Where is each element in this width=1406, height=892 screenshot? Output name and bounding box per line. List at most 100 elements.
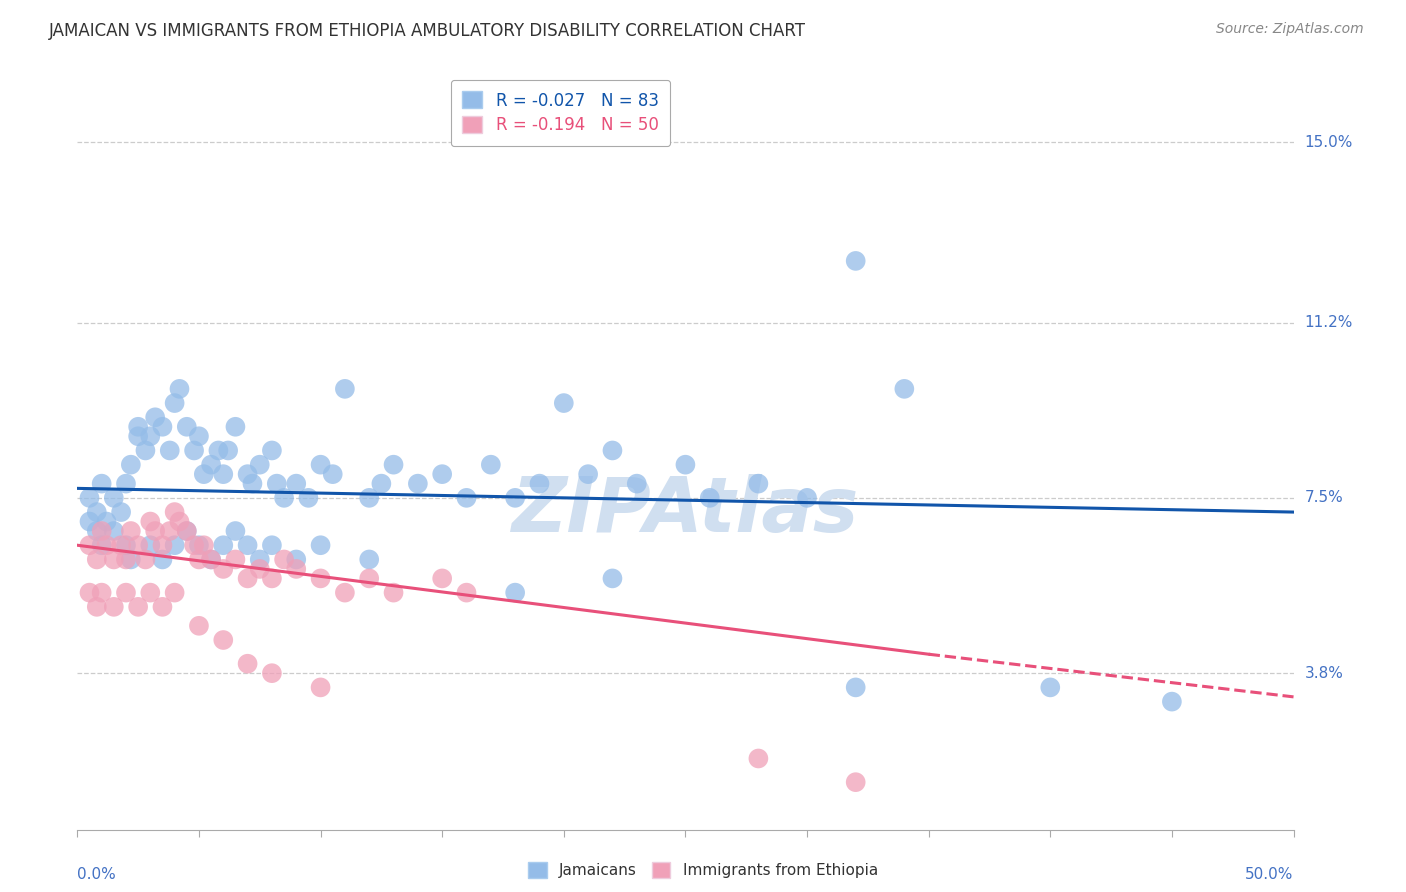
Point — [127, 538, 149, 552]
Point — [260, 538, 283, 552]
Point — [370, 476, 392, 491]
Point — [430, 467, 453, 482]
Point — [193, 538, 215, 552]
Point — [333, 382, 356, 396]
Point — [224, 419, 246, 434]
Point — [120, 458, 142, 472]
Point — [260, 443, 283, 458]
Point — [90, 524, 112, 538]
Legend: R = -0.027   N = 83, R = -0.194   N = 50: R = -0.027 N = 83, R = -0.194 N = 50 — [450, 79, 671, 146]
Legend: Jamaicans, Immigrants from Ethiopia: Jamaicans, Immigrants from Ethiopia — [522, 856, 884, 884]
Point — [382, 585, 405, 599]
Point — [96, 515, 118, 529]
Point — [193, 467, 215, 482]
Point — [430, 571, 453, 585]
Point — [134, 552, 156, 566]
Point — [79, 515, 101, 529]
Point — [456, 491, 478, 505]
Text: 3.8%: 3.8% — [1305, 665, 1344, 681]
Point — [309, 458, 332, 472]
Point — [115, 476, 138, 491]
Point — [576, 467, 599, 482]
Point — [200, 552, 222, 566]
Point — [333, 585, 356, 599]
Point — [110, 538, 132, 552]
Point — [103, 491, 125, 505]
Point — [139, 538, 162, 552]
Point — [120, 524, 142, 538]
Point — [893, 382, 915, 396]
Point — [626, 476, 648, 491]
Point — [747, 476, 769, 491]
Point — [1161, 695, 1184, 709]
Text: 15.0%: 15.0% — [1305, 135, 1353, 150]
Point — [127, 429, 149, 443]
Point — [163, 585, 186, 599]
Point — [176, 524, 198, 538]
Text: 11.2%: 11.2% — [1305, 315, 1353, 330]
Point — [553, 396, 575, 410]
Point — [86, 599, 108, 614]
Point — [96, 538, 118, 552]
Point — [359, 552, 381, 566]
Point — [79, 491, 101, 505]
Point — [217, 443, 239, 458]
Point — [115, 538, 138, 552]
Point — [260, 571, 283, 585]
Point — [86, 524, 108, 538]
Point — [134, 443, 156, 458]
Point — [152, 599, 174, 614]
Point — [845, 254, 868, 268]
Point — [139, 585, 162, 599]
Point — [212, 562, 235, 576]
Point — [236, 467, 259, 482]
Point — [159, 443, 181, 458]
Point — [236, 657, 259, 671]
Point — [266, 476, 288, 491]
Text: JAMAICAN VS IMMIGRANTS FROM ETHIOPIA AMBULATORY DISABILITY CORRELATION CHART: JAMAICAN VS IMMIGRANTS FROM ETHIOPIA AMB… — [49, 22, 806, 40]
Text: 50.0%: 50.0% — [1246, 867, 1294, 882]
Point — [115, 552, 138, 566]
Point — [120, 552, 142, 566]
Point — [322, 467, 344, 482]
Point — [207, 443, 229, 458]
Text: 7.5%: 7.5% — [1305, 491, 1343, 506]
Point — [273, 552, 295, 566]
Point — [79, 538, 101, 552]
Point — [309, 681, 332, 695]
Point — [90, 585, 112, 599]
Point — [285, 476, 308, 491]
Point — [143, 524, 166, 538]
Point — [127, 599, 149, 614]
Point — [212, 538, 235, 552]
Point — [152, 538, 174, 552]
Point — [285, 552, 308, 566]
Point — [90, 538, 112, 552]
Point — [406, 476, 429, 491]
Point — [212, 467, 235, 482]
Point — [309, 538, 332, 552]
Point — [188, 552, 211, 566]
Point — [103, 552, 125, 566]
Point — [242, 476, 264, 491]
Point — [86, 505, 108, 519]
Point — [747, 751, 769, 765]
Point — [110, 505, 132, 519]
Point — [188, 619, 211, 633]
Point — [479, 458, 502, 472]
Point — [139, 429, 162, 443]
Point — [236, 571, 259, 585]
Point — [796, 491, 818, 505]
Point — [845, 681, 868, 695]
Point — [273, 491, 295, 505]
Point — [176, 524, 198, 538]
Point — [159, 524, 181, 538]
Point — [143, 410, 166, 425]
Point — [602, 443, 624, 458]
Point — [845, 775, 868, 789]
Point — [200, 458, 222, 472]
Point — [224, 552, 246, 566]
Point — [79, 585, 101, 599]
Point — [169, 515, 191, 529]
Point — [90, 476, 112, 491]
